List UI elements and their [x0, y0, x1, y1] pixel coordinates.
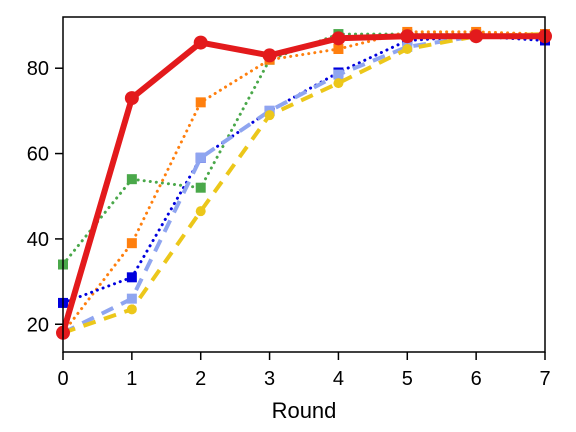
data-point — [262, 48, 277, 63]
x-tick-label: 4 — [333, 368, 344, 390]
data-point — [333, 78, 344, 89]
x-tick-label: 7 — [539, 368, 550, 390]
series-2 — [58, 31, 550, 308]
y-tick-label: 40 — [27, 229, 49, 251]
data-point — [333, 69, 344, 80]
series-3 — [58, 31, 550, 338]
data-point — [195, 206, 206, 217]
y-tick-label: 20 — [27, 314, 49, 336]
data-point — [126, 272, 137, 283]
series-line — [62, 34, 545, 335]
data-point — [333, 44, 344, 55]
series-5 — [56, 29, 552, 340]
data-point — [469, 29, 484, 44]
series-line — [61, 32, 547, 266]
data-point — [195, 97, 206, 108]
data-point — [402, 44, 413, 55]
x-tick-label: 0 — [57, 368, 68, 390]
y-tick-label: 80 — [27, 58, 49, 80]
data-point — [264, 110, 275, 121]
x-tick-label: 3 — [264, 368, 275, 390]
axes-layer: 0 1 2 3 4 5 6 7 20 40 60 80 — [27, 58, 551, 390]
data-point — [124, 91, 139, 106]
series-line — [60, 33, 548, 336]
series-line — [61, 34, 547, 305]
series-0 — [58, 29, 550, 270]
x-tick-label: 1 — [126, 368, 137, 390]
x-tick-label: 2 — [195, 368, 206, 390]
data-point — [193, 35, 208, 50]
plot-frame — [62, 16, 546, 353]
data-point — [126, 304, 137, 315]
x-axis-title: Round — [272, 398, 337, 423]
x-tick-label: 5 — [402, 368, 413, 390]
data-point — [126, 174, 137, 185]
y-tick-label: 60 — [27, 144, 49, 166]
series-layer — [56, 26, 552, 340]
series-line — [61, 30, 547, 335]
x-tick-label: 6 — [471, 368, 482, 390]
data-point — [195, 182, 206, 193]
data-point — [126, 293, 137, 304]
data-point — [195, 152, 206, 163]
data-point — [400, 29, 415, 44]
data-point — [331, 31, 346, 46]
data-point — [126, 238, 137, 249]
